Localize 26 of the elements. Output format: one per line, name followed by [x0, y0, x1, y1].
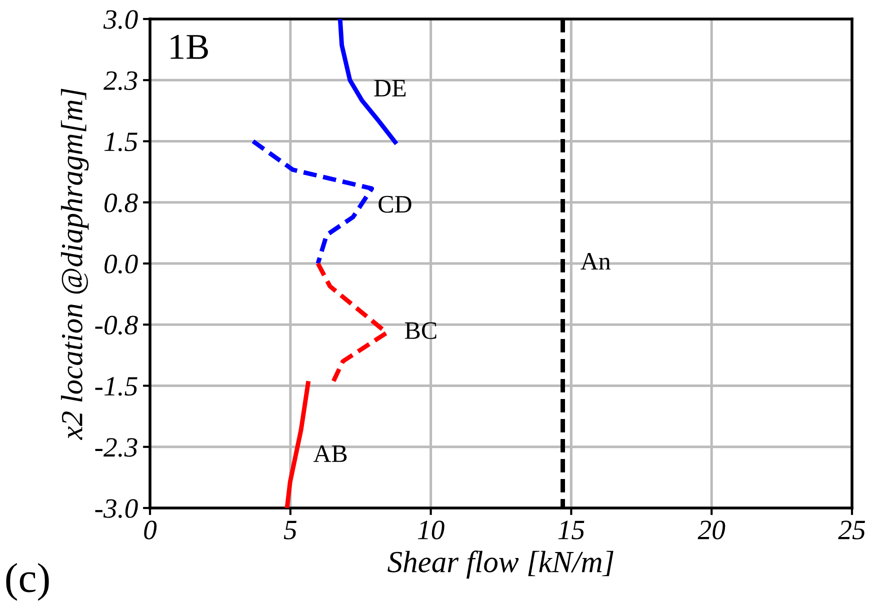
series-label: DE — [374, 80, 406, 96]
x-tick-label: 0 — [144, 520, 157, 540]
y-tick-label: 0.8 — [104, 194, 138, 212]
line-series — [284, 381, 310, 508]
annotation: 1B — [170, 34, 208, 59]
y-tick-label: 0.0 — [104, 254, 138, 274]
x-tick-label: 15 — [558, 520, 584, 540]
y-tick-label: -2.3 — [95, 438, 138, 457]
series-label: AB — [313, 445, 347, 462]
x-tick-label: 10 — [418, 520, 444, 540]
y-axis-title: x2 location @diaphragm[m] — [60, 88, 89, 440]
y-tick-label: 3.0 — [103, 10, 138, 30]
y-tick-label: 2.3 — [103, 71, 138, 90]
x-tick-label: 25 — [838, 520, 866, 540]
series-label: BC — [404, 322, 436, 340]
x-axis-title: Shear flow [kN/m] — [388, 550, 614, 579]
y-tick-label: -1.5 — [95, 377, 138, 396]
series-label: CD — [378, 196, 412, 213]
x-tick-label: 5 — [284, 520, 297, 540]
y-tick-label: 1.5 — [104, 132, 138, 152]
text: (c) — [6, 562, 49, 601]
y-tick-label: -0.8 — [95, 316, 138, 335]
y-tick-label: -3.0 — [95, 499, 138, 518]
line-series — [250, 139, 374, 266]
x-tick-label: 20 — [698, 520, 726, 540]
series-label: An — [580, 253, 610, 270]
